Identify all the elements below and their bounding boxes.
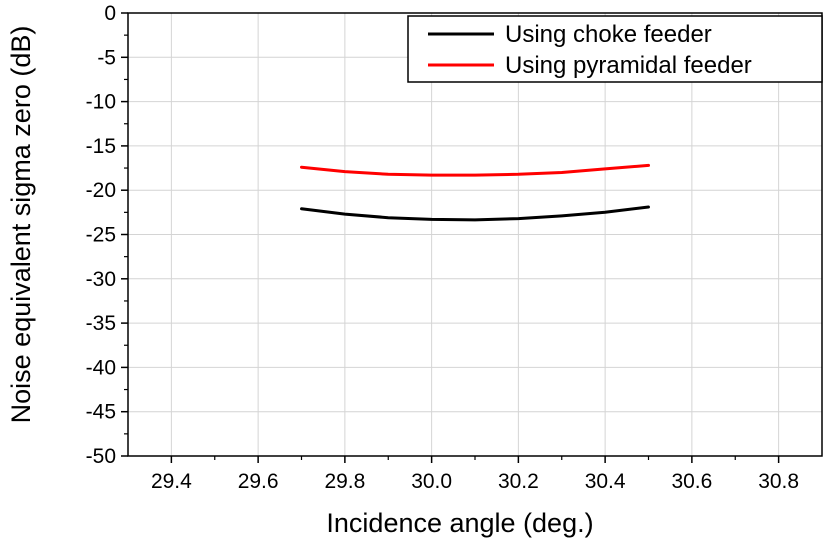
y-tick-label: -45 — [86, 401, 116, 424]
y-tick-label: -20 — [86, 179, 116, 202]
y-tick-label: 0 — [104, 2, 116, 25]
x-tick-label: 30.6 — [671, 470, 712, 493]
y-tick-labels: 0 -5 -10 -15 -20 -25 -30 -35 -40 -45 -50 — [86, 2, 116, 468]
legend-label-pyramidal: Using pyramidal feeder — [505, 52, 752, 79]
x-tick-labels: 29.4 29.6 29.8 30.0 30.2 30.4 30.6 30.8 — [151, 470, 799, 493]
x-tick-label: 29.6 — [238, 470, 279, 493]
series-lines — [300, 163, 650, 222]
x-tick-label: 30.0 — [411, 470, 452, 493]
legend: Using choke feeder Using pyramidal feede… — [407, 15, 823, 83]
x-tick-label: 29.8 — [324, 470, 365, 493]
y-tick-label: -15 — [86, 135, 116, 158]
y-tick-label: -30 — [86, 268, 116, 291]
y-tick-label: -10 — [86, 91, 116, 114]
x-axis-title: Incidence angle (deg.) — [326, 508, 593, 538]
x-tick-label: 30.4 — [585, 470, 626, 493]
x-tick-label: 30.2 — [498, 470, 539, 493]
axis-ticks — [121, 12, 780, 463]
legend-label-choke: Using choke feeder — [505, 21, 712, 48]
y-tick-label: -5 — [97, 46, 116, 69]
legend-box — [407, 15, 823, 83]
x-tick-label: 29.4 — [151, 470, 192, 493]
y-tick-label: -50 — [86, 445, 116, 468]
y-axis-title: Noise equivalent sigma zero (dB) — [6, 26, 36, 424]
y-tick-label: -25 — [86, 224, 116, 247]
series-line-pyramidal — [300, 163, 650, 177]
y-tick-label: -35 — [86, 312, 116, 335]
y-tick-label: -40 — [86, 356, 116, 379]
series-line-choke — [300, 205, 650, 222]
x-tick-label: 30.8 — [758, 470, 799, 493]
